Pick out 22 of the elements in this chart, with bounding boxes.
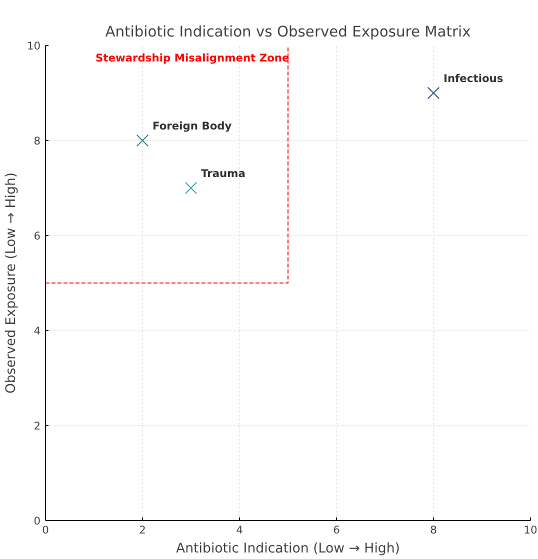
y-tick-label: 8 [34,134,41,148]
point [136,134,149,147]
series-label: Trauma [201,167,246,180]
point [184,182,198,194]
series-label: Foreign Body [152,120,232,132]
annotation: Stewardship Misalignment Zone [96,52,290,64]
y-tick-label: 0 [34,514,41,528]
series-label: Infectious [444,72,504,85]
x-tick-label: 10 [524,524,538,536]
x-tick-label: 8 [430,524,438,536]
y-tick-label: 10 [26,40,41,52]
x-axis-title: Antibiotic Indication (Low → High) [176,542,400,556]
chart-title: Antibiotic Indication vs Observed Exposure Matrix [105,24,472,40]
x-tick-label: 2 [139,524,146,536]
y-tick-label: 4 [34,324,41,338]
y-axis-title: Observed Exposure (Low → High) [4,172,19,394]
x-tick-label: 4 [236,524,244,536]
point [427,86,440,100]
y-tick-label: 6 [34,230,41,242]
y-tick-label: 2 [34,420,40,432]
x-tick-label: 0 [42,524,50,536]
x-tick-label: 6 [333,524,340,536]
